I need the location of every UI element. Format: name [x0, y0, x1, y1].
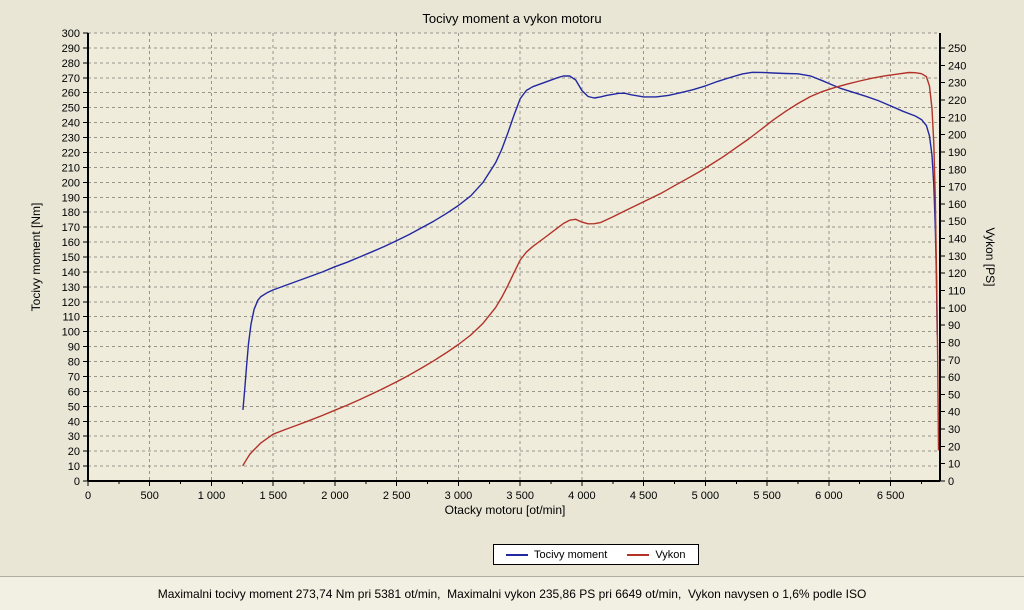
chart-plot: 0102030405060708090100110120130140150160…: [29, 28, 997, 517]
svg-text:180: 180: [948, 164, 966, 176]
svg-text:60: 60: [948, 372, 960, 384]
svg-text:6 500: 6 500: [877, 490, 905, 502]
svg-text:50: 50: [948, 389, 960, 401]
svg-text:50: 50: [68, 401, 80, 413]
svg-text:30: 30: [68, 431, 80, 443]
svg-text:240: 240: [62, 118, 80, 130]
chart-title: Tocivy moment a vykon motoru: [422, 11, 602, 26]
svg-text:280: 280: [62, 58, 80, 70]
svg-text:100: 100: [948, 303, 966, 315]
tick-marks: [83, 32, 945, 486]
svg-text:120: 120: [62, 297, 80, 309]
svg-text:220: 220: [948, 95, 966, 107]
svg-text:70: 70: [68, 371, 80, 383]
legend-label-torque: Tocivy moment: [534, 548, 608, 561]
svg-text:130: 130: [948, 251, 966, 263]
svg-text:250: 250: [948, 43, 966, 55]
svg-text:1 000: 1 000: [198, 490, 226, 502]
left-axis-title: Tocivy moment [Nm]: [29, 203, 43, 312]
power-curve: [242, 71, 940, 467]
svg-text:140: 140: [62, 267, 80, 279]
right-axis-title: Vykon [PS]: [983, 228, 997, 287]
svg-text:30: 30: [948, 424, 960, 436]
svg-text:210: 210: [62, 162, 80, 174]
svg-text:170: 170: [62, 222, 80, 234]
svg-text:100: 100: [62, 327, 80, 339]
svg-text:90: 90: [948, 320, 960, 332]
svg-text:0: 0: [74, 476, 80, 488]
svg-text:170: 170: [948, 182, 966, 194]
svg-text:2 500: 2 500: [383, 490, 411, 502]
legend: Tocivy moment Vykon: [493, 544, 699, 565]
svg-text:40: 40: [948, 407, 960, 419]
svg-text:120: 120: [948, 268, 966, 280]
legend-item-power: Vykon: [627, 548, 686, 561]
svg-text:240: 240: [948, 60, 966, 72]
svg-text:70: 70: [948, 355, 960, 367]
svg-text:2 000: 2 000: [321, 490, 349, 502]
legend-label-power: Vykon: [655, 548, 686, 561]
svg-text:150: 150: [948, 216, 966, 228]
svg-text:10: 10: [948, 459, 960, 471]
svg-text:190: 190: [62, 192, 80, 204]
svg-text:190: 190: [948, 147, 966, 159]
status-bar: Maximalni tocivy moment 273,74 Nm pri 53…: [0, 576, 1024, 610]
svg-text:0: 0: [85, 490, 91, 502]
svg-text:110: 110: [948, 286, 966, 298]
svg-text:300: 300: [62, 28, 80, 40]
svg-text:80: 80: [948, 337, 960, 349]
svg-text:5 500: 5 500: [753, 490, 781, 502]
x-axis-title: Otacky motoru [ot/min]: [445, 503, 566, 517]
svg-text:5 000: 5 000: [692, 490, 720, 502]
svg-text:210: 210: [948, 112, 966, 124]
svg-text:20: 20: [68, 446, 80, 458]
svg-text:130: 130: [62, 282, 80, 294]
svg-text:40: 40: [68, 416, 80, 428]
legend-item-torque: Tocivy moment: [506, 549, 607, 561]
svg-text:3 500: 3 500: [506, 490, 534, 502]
svg-text:290: 290: [62, 43, 80, 55]
torque-curve: [242, 71, 938, 410]
svg-text:1 500: 1 500: [259, 490, 287, 502]
svg-text:160: 160: [948, 199, 966, 211]
svg-text:230: 230: [62, 133, 80, 145]
svg-text:80: 80: [68, 357, 80, 369]
status-text: Maximalni tocivy moment 273,74 Nm pri 53…: [157, 586, 867, 601]
svg-text:140: 140: [948, 234, 966, 246]
svg-text:150: 150: [62, 252, 80, 264]
svg-text:180: 180: [62, 207, 80, 219]
svg-text:6 000: 6 000: [815, 490, 843, 502]
svg-text:3 000: 3 000: [445, 490, 473, 502]
svg-text:4 500: 4 500: [630, 490, 658, 502]
svg-text:200: 200: [948, 130, 966, 142]
tick-labels: 0102030405060708090100110120130140150160…: [62, 28, 967, 502]
svg-text:500: 500: [141, 490, 159, 502]
svg-text:200: 200: [62, 177, 80, 189]
svg-text:20: 20: [948, 441, 960, 453]
svg-text:4 000: 4 000: [568, 490, 596, 502]
svg-text:60: 60: [68, 386, 80, 398]
power-line-swatch: [627, 553, 650, 556]
svg-text:10: 10: [68, 461, 80, 473]
svg-text:220: 220: [62, 147, 80, 159]
svg-text:260: 260: [62, 88, 80, 100]
torque-line-swatch: [506, 553, 528, 556]
svg-text:110: 110: [62, 312, 80, 324]
svg-text:90: 90: [68, 342, 80, 354]
svg-text:160: 160: [62, 237, 80, 249]
svg-text:270: 270: [62, 73, 80, 85]
svg-text:0: 0: [948, 476, 954, 488]
svg-text:250: 250: [62, 103, 80, 115]
svg-text:230: 230: [948, 78, 966, 90]
